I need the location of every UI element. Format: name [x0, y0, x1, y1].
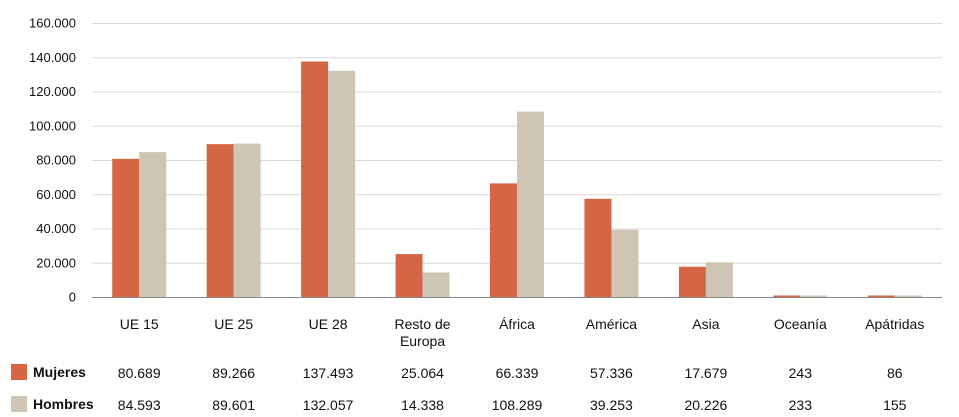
x-category-label: Asia: [692, 316, 719, 332]
data-table-value: 137.493: [303, 365, 354, 381]
bar-hombres: [422, 272, 450, 297]
bars: [112, 61, 922, 297]
data-table-value: 20.226: [684, 397, 727, 413]
y-tick-label: 80.000: [36, 153, 76, 168]
y-tick-label: 120.000: [29, 84, 76, 99]
data-table-value: 155: [883, 397, 907, 413]
bar-hombres: [611, 229, 639, 297]
x-category-label: UE 28: [309, 316, 348, 332]
bar-hombres: [894, 295, 922, 297]
y-tick-label: 60.000: [36, 187, 76, 202]
legend-swatch-mujeres: [11, 364, 27, 380]
bar-mujeres: [206, 144, 234, 297]
bar-hombres: [517, 111, 544, 297]
data-table: Mujeres 80.689 89.266 137.493 25.064 66.339 57…: [11, 364, 907, 413]
data-table-value: 80.689: [118, 365, 161, 381]
x-category-label: UE 25: [214, 316, 253, 332]
bar-hombres: [705, 262, 733, 297]
y-tick-label: 160.000: [29, 16, 76, 31]
y-tick-label: 40.000: [36, 221, 76, 236]
x-category-label: América: [586, 316, 638, 332]
data-table-value: 89.266: [212, 365, 255, 381]
data-table-value: 25.064: [401, 365, 444, 381]
bar-hombres: [328, 70, 356, 297]
bar-mujeres: [867, 295, 895, 297]
bar-mujeres: [678, 266, 706, 297]
x-category-label: Oceanía: [774, 316, 827, 332]
data-table-value: 243: [789, 365, 813, 381]
data-table-value: 233: [789, 397, 813, 413]
bar-mujeres: [395, 254, 423, 297]
bar-mujeres: [112, 158, 140, 297]
x-axis-category-labels: UE 15 UE 25 UE 28 Resto de Europa África Améri…: [120, 316, 925, 349]
bar-mujeres: [301, 61, 329, 297]
x-category-label: Apátridas: [865, 316, 924, 332]
data-table-value: 132.057: [303, 397, 354, 413]
y-axis-tick-labels: 0 20.000 40.000 60.000 80.000 100.000 120.000 1…: [29, 16, 76, 305]
bar-hombres: [233, 143, 261, 297]
legend-label-hombres: Hombres: [33, 396, 94, 412]
data-table-value: 14.338: [401, 397, 444, 413]
x-category-label: UE 15: [120, 316, 159, 332]
data-table-value: 84.593: [118, 397, 161, 413]
bar-hombres: [800, 295, 828, 297]
data-table-value: 17.679: [684, 365, 727, 381]
data-table-value: 89.601: [212, 397, 255, 413]
data-table-value: 86: [887, 365, 903, 381]
y-tick-label: 20.000: [36, 255, 76, 270]
data-table-value: 39.253: [590, 397, 633, 413]
legend-swatch-hombres: [11, 396, 27, 412]
bar-mujeres: [490, 183, 517, 297]
data-table-value: 57.336: [590, 365, 633, 381]
bar-hombres: [139, 152, 167, 297]
data-table-value: 108.289: [492, 397, 543, 413]
y-tick-label: 140.000: [29, 50, 76, 65]
data-table-value: 66.339: [496, 365, 539, 381]
x-category-label: Resto de Europa: [395, 316, 451, 349]
y-tick-label: 0: [69, 290, 76, 305]
bar-mujeres: [584, 198, 612, 297]
y-tick-label: 100.000: [29, 118, 76, 133]
legend-label-mujeres: Mujeres: [33, 364, 86, 380]
bar-mujeres: [773, 295, 801, 297]
x-category-label: África: [499, 316, 535, 332]
